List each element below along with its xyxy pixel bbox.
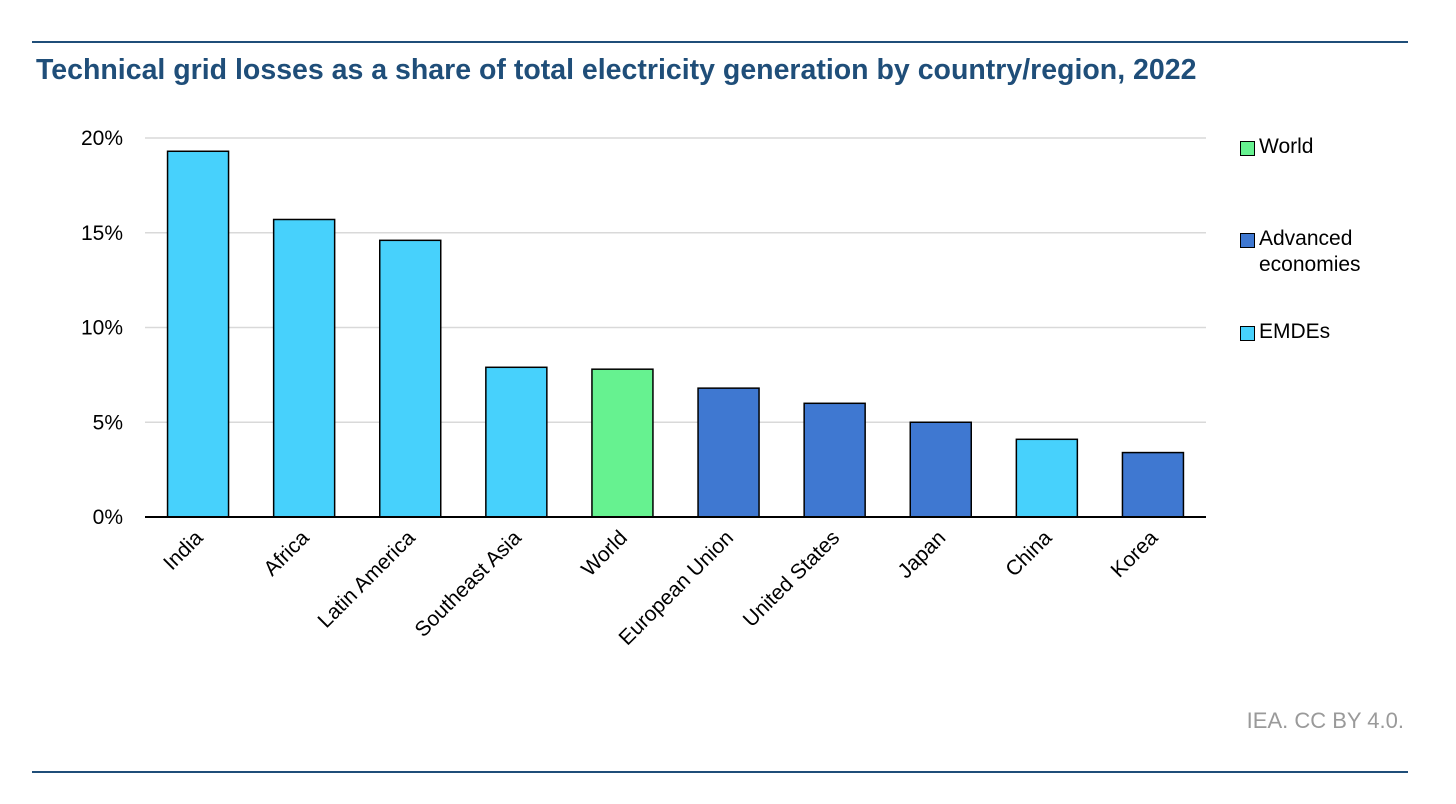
legend-swatch-world xyxy=(1240,141,1255,156)
legend-label-emdes: EMDEs xyxy=(1259,320,1331,343)
bar-africa xyxy=(272,218,336,518)
x-tick-label: Southeast Asia xyxy=(411,526,527,642)
bar-united-states xyxy=(803,402,866,518)
bar-japan xyxy=(909,421,972,518)
chart-title: Technical grid losses as a share of tota… xyxy=(36,54,1197,86)
x-tick-label: Japan xyxy=(894,526,951,583)
y-tick-label: 10% xyxy=(81,317,123,340)
x-tick-label: European Union xyxy=(614,526,738,650)
x-tick-label: World xyxy=(577,526,632,581)
source-credit: IEA. CC BY 4.0. xyxy=(1246,708,1404,733)
x-tick-label: Korea xyxy=(1107,526,1163,582)
bar-european-union xyxy=(697,387,760,518)
y-tick-label: 5% xyxy=(93,411,123,434)
y-tick-label: 0% xyxy=(93,506,123,529)
legend-label-advanced: Advanced economies xyxy=(1259,227,1361,276)
legend-label-world: World xyxy=(1259,135,1314,158)
bar-southeast-asia xyxy=(485,366,548,518)
x-tick-label: Africa xyxy=(259,526,313,580)
y-tick-label: 15% xyxy=(81,222,123,245)
legend-item-emdes: EMDEs xyxy=(1240,319,1409,345)
x-tick-label: China xyxy=(1001,526,1056,581)
x-tick-label: Latin America xyxy=(314,526,420,632)
bar-china xyxy=(1015,438,1079,518)
legend-item-advanced: Advanced economies xyxy=(1240,226,1409,278)
bottom-rule xyxy=(32,771,1408,773)
bar-latin-america xyxy=(379,239,442,518)
legend-swatch-advanced xyxy=(1240,233,1255,248)
legend-item-world: World xyxy=(1240,134,1409,160)
top-rule xyxy=(32,41,1408,43)
x-tick-label: India xyxy=(159,526,208,575)
x-tick-label: United States xyxy=(739,526,844,631)
legend-swatch-emdes xyxy=(1240,326,1255,341)
bar-india xyxy=(166,150,230,518)
y-tick-label: 20% xyxy=(81,127,123,150)
bar-korea xyxy=(1121,451,1185,518)
bar-world xyxy=(591,368,654,518)
